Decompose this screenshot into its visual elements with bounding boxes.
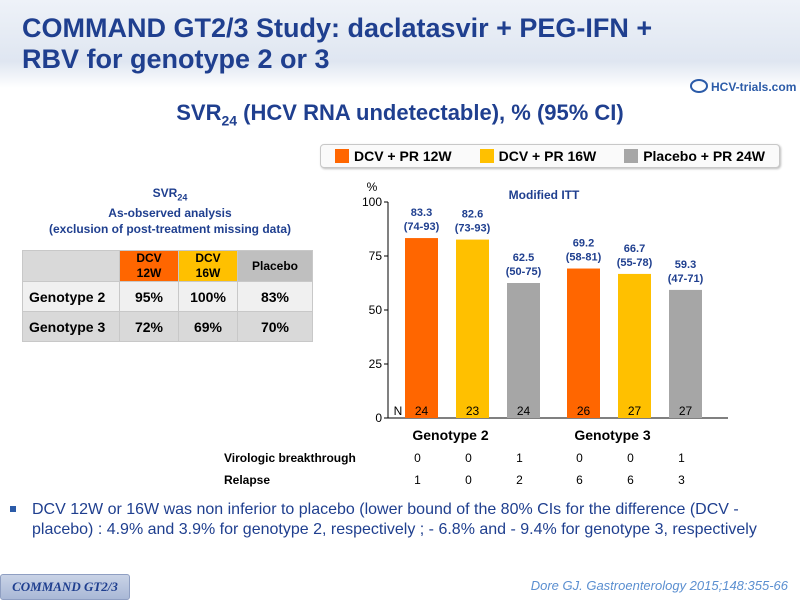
bar [669, 289, 702, 418]
footer-reference: Dore GJ. Gastroenterology 2015;148:355-6… [530, 578, 788, 593]
extra-row-value: 1 [414, 473, 421, 487]
bar-n-label: 26 [577, 404, 591, 418]
y-tick-label: 25 [369, 357, 383, 371]
bar-ci-label: (74-93) [404, 221, 440, 233]
n-label: N [394, 404, 403, 418]
table-col-dcv16: DCV 16W [178, 250, 238, 282]
legend-label: Placebo + PR 24W [643, 148, 765, 164]
extra-row-label: Virologic breakthrough [224, 451, 356, 465]
bar-value-label: 59.3 [675, 259, 696, 271]
bar [507, 283, 540, 418]
subtitle-suffix: (HCV RNA undetectable), % (95% CI) [237, 100, 624, 125]
y-tick-label: 75 [369, 249, 383, 263]
bar-n-label: 24 [415, 404, 429, 418]
bar-value-label: 69.2 [573, 238, 594, 250]
bar [405, 238, 438, 418]
table-cell: 95% [119, 281, 179, 312]
slide-title: COMMAND GT2/3 Study: daclatasvir + PEG-I… [22, 13, 653, 74]
bullet-content: DCV 12W or 16W was non inferior to place… [32, 501, 757, 538]
table-row: Genotype 3 72% 69% 70% [22, 311, 313, 342]
extra-row-value: 0 [465, 473, 472, 487]
table-heading-line2: As-observed analysis [108, 206, 232, 221]
legend-item-placebo: Placebo + PR 24W [624, 148, 765, 164]
table-heading-line3: (exclusion of post-treatment missing dat… [48, 222, 292, 237]
extra-row-value: 1 [516, 451, 523, 465]
bar-value-label: 83.3 [411, 207, 432, 219]
table-cell: 83% [237, 281, 313, 312]
table-heading: SVR24 As-observed analysis (exclusion of… [20, 185, 320, 237]
group-label: Genotype 2 [412, 427, 488, 443]
bullet-icon [10, 506, 16, 512]
table-col-placebo: Placebo [237, 250, 313, 282]
bar-ci-label: (47-71) [668, 273, 704, 285]
bar [567, 268, 600, 418]
bullet-text: DCV 12W or 16W was non inferior to place… [10, 500, 782, 540]
y-tick-label: 0 [375, 411, 382, 425]
table-corner [22, 250, 120, 282]
y-tick-label: 100 [362, 195, 382, 209]
extra-row-value: 0 [414, 451, 421, 465]
logo-icon [690, 79, 708, 93]
bar-ci-label: (73-93) [455, 223, 491, 235]
bar-n-label: 23 [466, 404, 480, 418]
legend-item-dcv12: DCV + PR 12W [334, 148, 452, 164]
bar-value-label: 82.6 [462, 209, 483, 221]
y-axis-label: % [367, 180, 378, 194]
chart-title: Modified ITT [509, 188, 580, 202]
table-heading-svr: SVR [152, 186, 178, 200]
bar-value-label: 66.7 [624, 243, 645, 255]
bar-value-label: 62.5 [513, 252, 534, 264]
bar-ci-label: (58-81) [566, 252, 602, 264]
y-tick-label: 50 [369, 303, 383, 317]
logo-text: HCV-trials.com [711, 80, 797, 94]
bar-n-label: 27 [679, 404, 693, 418]
bar [456, 239, 489, 418]
legend-swatch [479, 149, 494, 163]
bar-ci-label: (50-75) [506, 266, 542, 278]
bar-n-label: 27 [628, 404, 642, 418]
extra-row-value: 6 [576, 473, 583, 487]
legend-swatch [334, 149, 349, 163]
table-heading-line1: SVR24 [20, 185, 320, 205]
chart-legend: DCV + PR 12W DCV + PR 16W Placebo + PR 2… [320, 144, 780, 168]
table-row-label: Genotype 2 [22, 281, 120, 312]
svr-table: DCV 12W DCV 16W Placebo Genotype 2 95% 100… [22, 250, 313, 342]
extra-row-value: 3 [678, 473, 685, 487]
footer-study-tag: COMMAND GT2/3 [0, 574, 130, 600]
extra-row-value: 1 [678, 451, 685, 465]
extra-row-value: 6 [627, 473, 634, 487]
table-heading-sub: 24 [177, 192, 188, 203]
legend-label: DCV + PR 12W [353, 148, 452, 164]
slide-subtitle: SVR24 (HCV RNA undetectable), % (95% CI) [0, 100, 800, 128]
legend-swatch [624, 149, 639, 163]
logo: HCV-trials.com [690, 79, 796, 94]
table-row: Genotype 2 95% 100% 83% [22, 281, 313, 312]
table-cell: 72% [119, 311, 179, 342]
table-cell: 69% [178, 311, 238, 342]
bar [618, 273, 651, 418]
extra-row-value: 0 [465, 451, 472, 465]
table-cell: 100% [178, 281, 238, 312]
table-header-row: DCV 12W DCV 16W Placebo [22, 250, 313, 282]
bar-ci-label: (55-78) [617, 257, 653, 269]
legend-label: DCV + PR 16W [498, 148, 597, 164]
table-cell: 70% [237, 311, 313, 342]
table-row-label: Genotype 3 [22, 311, 120, 342]
subtitle-sub: 24 [221, 112, 238, 129]
extra-row-value: 2 [516, 473, 523, 487]
title-bar [0, 0, 800, 88]
extra-row-value: 0 [576, 451, 583, 465]
extra-row-label: Relapse [224, 473, 270, 487]
bar-n-label: 24 [517, 404, 531, 418]
group-label: Genotype 3 [574, 427, 650, 443]
subtitle-prefix: SVR [176, 100, 222, 125]
legend-item-dcv16: DCV + PR 16W [479, 148, 597, 164]
extra-row-value: 0 [627, 451, 634, 465]
